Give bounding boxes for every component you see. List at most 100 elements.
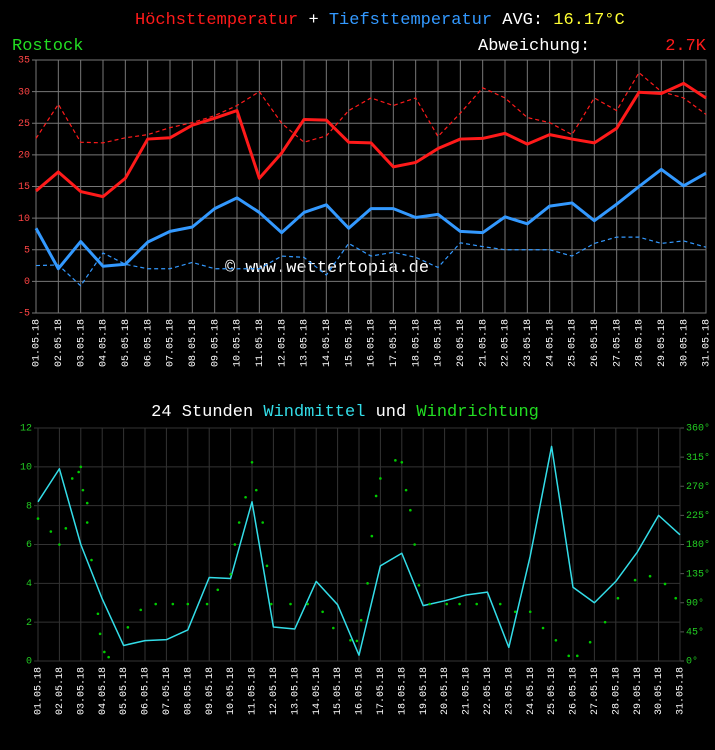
direction-dot [616, 596, 620, 600]
direction-dot [250, 461, 254, 464]
series-line [34, 167, 707, 271]
direction-dot [229, 572, 232, 576]
x-tick-label: 21.05.18 [478, 319, 489, 367]
x-tick-label: 20.05.18 [440, 667, 451, 715]
x-tick-label: 03.05.18 [76, 319, 87, 367]
direction-dot [139, 608, 143, 612]
direction-dot [103, 650, 106, 654]
y2-tick-label: 225° [686, 510, 710, 522]
direction-dot [674, 596, 678, 600]
direction-dot [409, 508, 412, 512]
direction-dot [498, 602, 502, 606]
x-tick-label: 18.05.18 [411, 319, 422, 367]
direction-dot [458, 602, 461, 606]
x-tick-label: 23.05.18 [523, 319, 534, 367]
x-tick-label: 23.05.18 [504, 667, 515, 715]
x-tick-label: 17.05.18 [376, 667, 387, 715]
direction-dot [81, 488, 85, 492]
x-tick-label: 04.05.18 [99, 319, 110, 367]
x-tick-label: 11.05.18 [255, 319, 266, 367]
x-tick-label: 13.05.18 [300, 319, 311, 367]
direction-dot [261, 521, 265, 524]
y-tick-label: 4 [26, 579, 32, 590]
x-tick-label: 08.05.18 [188, 319, 199, 367]
y-tick-label: 20 [18, 151, 30, 162]
x-tick-label: 01.05.18 [34, 667, 45, 715]
x-tick-label: 12.05.18 [277, 319, 288, 367]
x-tick-label: 20.05.18 [456, 319, 467, 367]
x-tick-label: 21.05.18 [462, 667, 473, 715]
y2-tick-label: 360° [686, 423, 710, 435]
x-tick-label: 10.05.18 [226, 667, 237, 715]
x-tick-label: 27.05.18 [590, 667, 601, 715]
direction-dot [126, 626, 130, 629]
x-tick-label: 12.05.18 [269, 667, 280, 715]
x-tick-label: 16.05.18 [367, 319, 378, 367]
direction-dot [96, 612, 100, 616]
x-tick-label: 24.05.18 [526, 667, 537, 715]
direction-dot [648, 574, 652, 578]
y-tick-label: 35 [18, 56, 30, 67]
x-tick-label: 07.05.18 [166, 319, 177, 367]
x-tick-label: 24.05.18 [545, 319, 556, 367]
direction-dot [269, 602, 273, 606]
direction-dot [36, 517, 40, 520]
title-joiner: und [376, 403, 407, 422]
y2-tick-label: 90° [686, 597, 704, 609]
avg-label: AVG: [502, 11, 543, 30]
direction-dot [428, 602, 431, 606]
separator: + [308, 11, 318, 30]
avg-value: 16.17°C [553, 11, 624, 30]
x-tick-label: 22.05.18 [501, 319, 512, 367]
series-line [35, 81, 707, 199]
x-tick-label: 18.05.18 [397, 667, 408, 715]
x-tick-label: 06.05.18 [141, 667, 152, 715]
x-tick-label: 05.05.18 [121, 319, 132, 367]
direction-dot [90, 558, 93, 562]
direction-dot [663, 582, 667, 586]
x-tick-label: 02.05.18 [55, 667, 66, 715]
direction-dot [541, 626, 545, 630]
x-tick-label: 30.05.18 [654, 667, 665, 715]
x-tick-label: 14.05.18 [322, 319, 333, 367]
direction-dot [233, 543, 237, 546]
legend-wind-direction: Windrichtung [416, 403, 538, 422]
x-tick-label: 31.05.18 [702, 319, 713, 367]
x-tick-label: 25.05.18 [547, 667, 558, 715]
x-tick-label: 15.05.18 [333, 667, 344, 715]
y-tick-label: 0 [26, 657, 32, 668]
deviation-value: 2.7K [665, 37, 707, 56]
direction-dot [445, 602, 449, 606]
deviation-label: Abweichung: [478, 37, 590, 56]
x-tick-label: 11.05.18 [248, 667, 259, 715]
legend-min: Tiefsttemperatur [329, 11, 492, 30]
series-line [35, 236, 707, 287]
direction-dot [413, 543, 416, 546]
direction-dot [254, 488, 258, 492]
direction-dot [79, 465, 83, 469]
direction-dot [98, 632, 102, 636]
x-tick-label: 31.05.18 [676, 667, 687, 715]
direction-dot [379, 477, 382, 480]
direction-dot [289, 602, 292, 606]
direction-dot [554, 638, 558, 642]
direction-dot [575, 654, 579, 658]
direction-dot [370, 534, 374, 538]
direction-dot [366, 582, 369, 585]
direction-dot [394, 459, 397, 462]
direction-dot [355, 639, 359, 643]
x-tick-label: 25.05.18 [568, 319, 579, 367]
y-tick-label: 10 [20, 462, 32, 473]
direction-dot [359, 618, 363, 622]
x-tick-label: 28.05.18 [635, 319, 646, 367]
direction-dot [321, 610, 324, 614]
x-tick-label: 26.05.18 [590, 319, 601, 367]
direction-dot [64, 527, 68, 530]
header-title: Höchsttemperatur + Tiefsttemperatur AVG:… [135, 11, 625, 30]
legend-wind-speed: Windmittel [263, 403, 365, 422]
x-tick-label: 09.05.18 [205, 667, 216, 715]
direction-dot [85, 521, 89, 524]
x-tick-label: 05.05.18 [119, 667, 130, 715]
y-tick-label: -5 [18, 309, 30, 320]
